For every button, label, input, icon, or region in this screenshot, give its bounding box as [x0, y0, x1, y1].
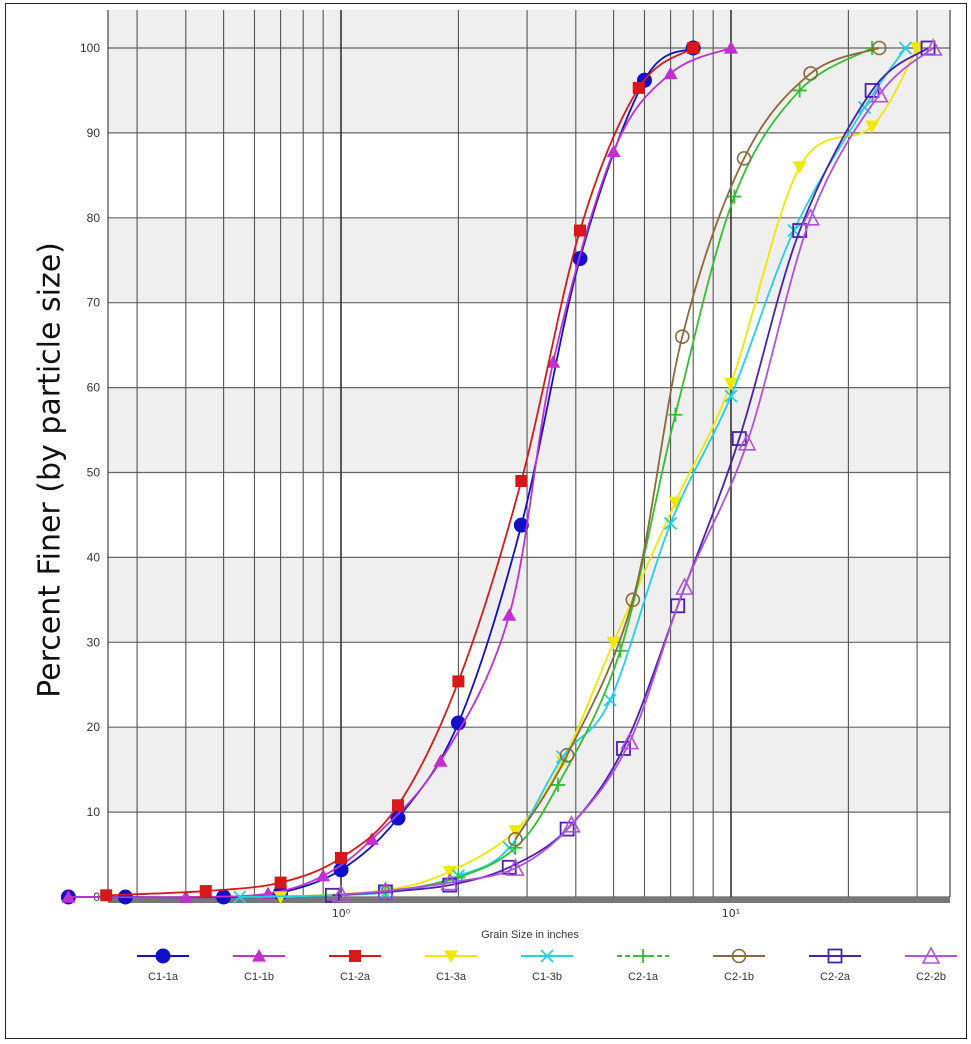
legend-marker — [636, 949, 650, 963]
grid-band — [108, 727, 950, 812]
y-tick-label: 20 — [87, 720, 101, 734]
data-point-C1-2a — [574, 225, 586, 237]
x-tick-label: 10⁰ — [332, 907, 351, 920]
legend-marker — [349, 950, 361, 962]
legend-item-C2-1b: C2-1b — [704, 944, 774, 983]
legend-swatch — [613, 944, 673, 968]
y-tick-label: 40 — [87, 550, 101, 564]
legend-item-C1-1b: C1-1b — [224, 944, 294, 983]
y-tick-label: 60 — [87, 381, 101, 395]
legend-item-C1-2a: C1-2a — [320, 944, 390, 983]
grid-band — [108, 218, 950, 303]
data-point-C1-2a — [687, 42, 699, 54]
legend-item-C2-2b: C2-2b — [896, 944, 966, 983]
grid-band — [108, 812, 950, 897]
legend-label: C1-3b — [512, 971, 582, 983]
y-tick-label: 50 — [87, 466, 101, 480]
legend-item-C2-2a: C2-2a — [800, 944, 870, 983]
grid-band — [108, 642, 950, 727]
data-point-C1-2a — [633, 82, 645, 94]
data-point-C1-2a — [275, 877, 287, 889]
legend-swatch — [901, 944, 961, 968]
grid-band — [108, 557, 950, 642]
legend-label: C1-2a — [320, 971, 390, 983]
legend: C1-1a C1-1b C1-2a C1-3a C1-3b C2-1a C2-1b C2-2a… — [128, 944, 938, 1004]
y-tick-label: 70 — [87, 296, 101, 310]
y-tick-label: 100 — [80, 41, 100, 55]
grid-band — [108, 303, 950, 388]
data-point-C1-2a — [452, 675, 464, 687]
y-tick-label: 30 — [87, 635, 101, 649]
legend-swatch — [229, 944, 289, 968]
legend-label: C1-1a — [128, 971, 198, 983]
legend-swatch — [709, 944, 769, 968]
grid-band — [108, 388, 950, 473]
legend-label: C2-1b — [704, 971, 774, 983]
legend-swatch — [805, 944, 865, 968]
data-point-C1-2a — [515, 475, 527, 487]
legend-label: C2-2a — [800, 971, 870, 983]
x-tick-label: 10¹ — [722, 907, 740, 920]
data-point-C1-2a — [392, 799, 404, 811]
grid-band — [108, 48, 950, 133]
legend-label: C1-3a — [416, 971, 486, 983]
data-point-C1-2a — [335, 852, 347, 864]
data-point-C1-2a — [200, 885, 212, 897]
legend-label: C2-2b — [896, 971, 966, 983]
y-tick-label: 90 — [87, 126, 101, 140]
y-axis-title: Percent Finer (by particle size) — [33, 242, 68, 698]
legend-item-C1-3a: C1-3a — [416, 944, 486, 983]
legend-item-C1-1a: C1-1a — [128, 944, 198, 983]
y-tick-label: 10 — [87, 805, 101, 819]
legend-swatch — [421, 944, 481, 968]
legend-label: C2-1a — [608, 971, 678, 983]
legend-swatch — [133, 944, 193, 968]
legend-marker — [156, 949, 170, 963]
x-axis-title: Grain Size in inches — [430, 929, 630, 941]
grid-band — [108, 10, 950, 48]
legend-item-C2-1a: C2-1a — [608, 944, 678, 983]
legend-swatch — [517, 944, 577, 968]
legend-swatch — [325, 944, 385, 968]
y-tick-label: 80 — [87, 211, 101, 225]
legend-label: C1-1b — [224, 971, 294, 983]
legend-item-C1-3b: C1-3b — [512, 944, 582, 983]
data-point-C1-2a — [100, 889, 112, 901]
